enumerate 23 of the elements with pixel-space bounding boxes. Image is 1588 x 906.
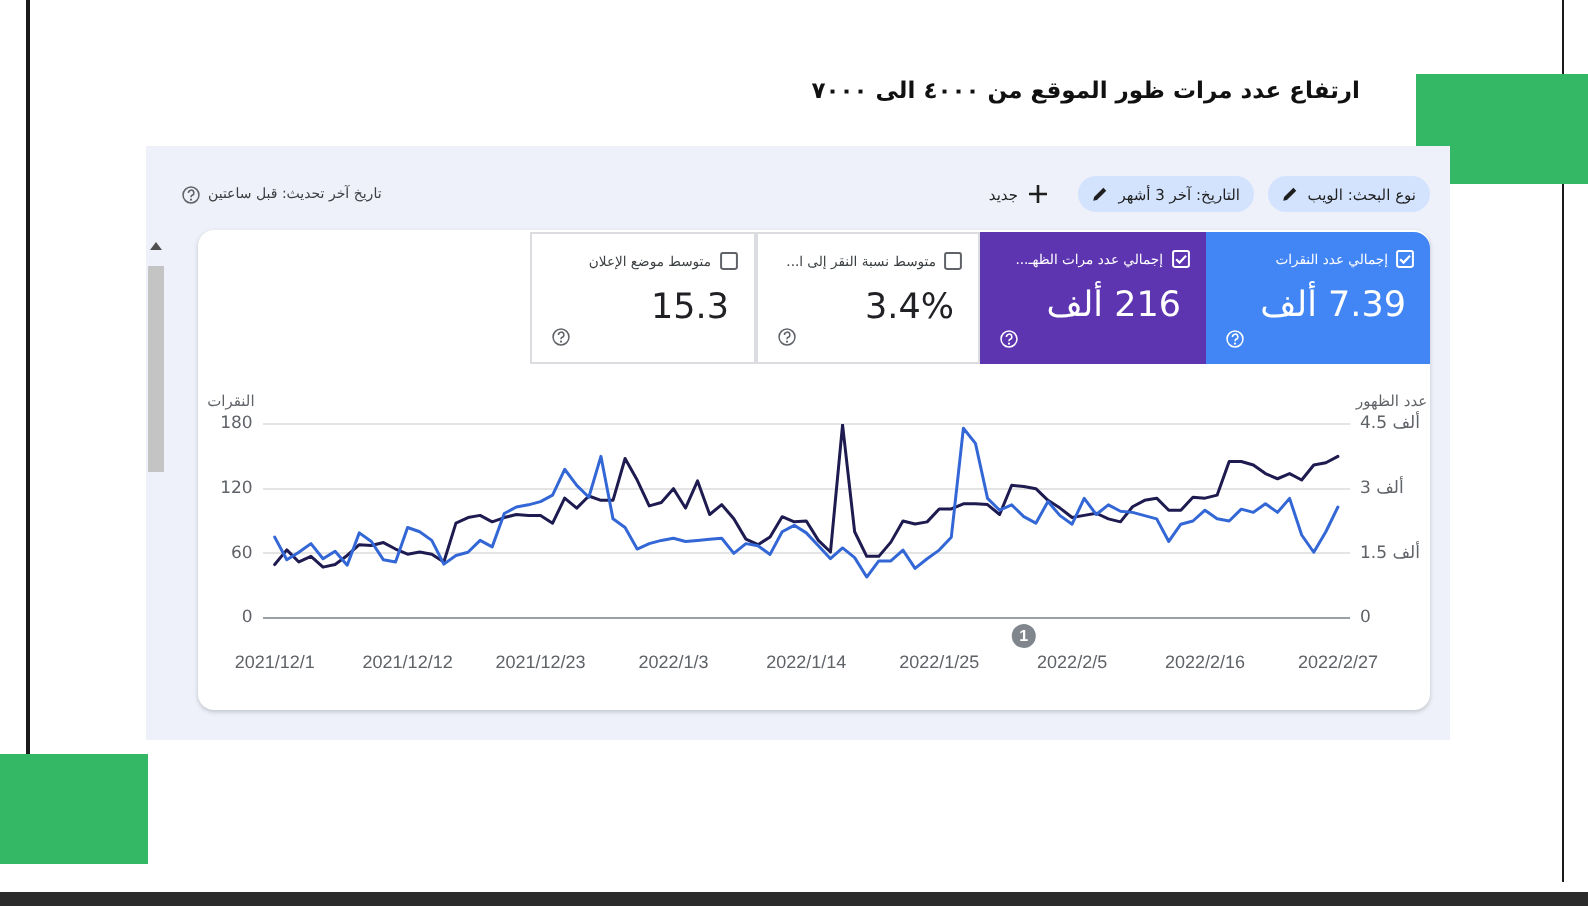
x-tick-label: 2021/12/1 <box>234 651 315 672</box>
y2-tick-label: 0 <box>1360 608 1371 629</box>
x-tick-label: 2022/1/3 <box>638 651 709 672</box>
x-tick-label: 2022/1/14 <box>766 651 847 672</box>
text: 1 <box>1019 627 1030 646</box>
y2-tick-label: 4.5 ألف <box>1360 410 1420 435</box>
x-tick-label: 2022/2/27 <box>1297 651 1378 672</box>
x-tick-label: 2022/1/25 <box>899 651 980 672</box>
text: 15.3 <box>651 286 729 330</box>
text: 7.39 ألف <box>1260 284 1406 328</box>
text: 216 ألف <box>1046 284 1181 328</box>
y-tick-label: 0 <box>241 608 253 629</box>
y-tick-label: 60 <box>230 543 253 564</box>
x-tick-label: 2022/2/16 <box>1164 651 1246 672</box>
text: ارتفاع عدد مرات ظور الموقع من ٤٠٠٠ الى ٧٠٠٠ <box>811 74 1360 106</box>
y-tick-label: 180 <box>220 414 253 435</box>
x-tick-label: 2022/2/5 <box>1037 651 1108 672</box>
x-tick-label: 2021/12/23 <box>495 651 586 672</box>
y2-tick-label: 1.5 ألف <box>1360 539 1420 564</box>
y-tick-label: 120 <box>220 479 253 500</box>
y2-tick-label: 3 ألف <box>1360 475 1404 500</box>
x-tick-label: 2021/12/12 <box>362 651 453 672</box>
text: 3.4% <box>865 286 954 330</box>
